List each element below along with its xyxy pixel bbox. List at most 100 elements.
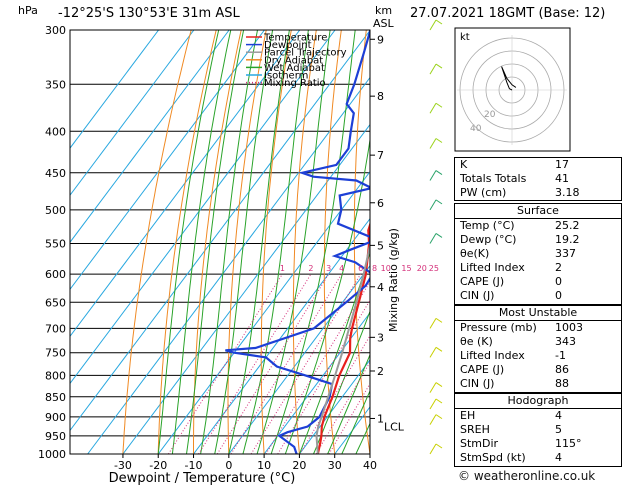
most-unstable-row: Pressure (mb) 1003 bbox=[455, 321, 621, 335]
series-line-parcel-trajectory bbox=[315, 240, 370, 454]
mixing-ratio-line bbox=[230, 273, 343, 454]
km-tick-label: 7 bbox=[377, 149, 384, 162]
pressure-tick-label: 650 bbox=[45, 296, 66, 309]
wind-barb bbox=[429, 318, 437, 329]
surface-label: Lifted Index bbox=[460, 261, 525, 274]
x-axis-title: Dewpoint / Temperature (°C) bbox=[109, 471, 296, 486]
hodograph-value: 4 bbox=[555, 451, 562, 464]
x-tick-label: -10 bbox=[185, 459, 203, 472]
surface-value: 0 bbox=[555, 289, 562, 302]
isotherm-line bbox=[122, 123, 370, 454]
wind-barb bbox=[429, 102, 437, 114]
hodograph-label: StmSpd (kt) bbox=[460, 451, 526, 464]
wet-adiabat-line bbox=[256, 30, 331, 454]
wind-barb bbox=[429, 63, 437, 75]
wind-barb bbox=[429, 170, 437, 181]
most-unstable-row: θe (K) 343 bbox=[455, 335, 621, 349]
km-axis-unit: km bbox=[375, 4, 392, 17]
hodograph-row: StmDir 115° bbox=[455, 437, 621, 451]
pressure-tick-label: 700 bbox=[45, 322, 66, 335]
wind-barb bbox=[429, 347, 437, 358]
isotherm-line bbox=[87, 76, 370, 454]
wind-barb-flag bbox=[435, 443, 443, 449]
mixing-ratio-label: 2 bbox=[308, 264, 313, 273]
wet-adiabat-line bbox=[313, 309, 370, 454]
dry-adiabat-line bbox=[157, 30, 217, 454]
wind-barbs bbox=[429, 19, 443, 455]
pressure-tick-label: 800 bbox=[45, 369, 66, 382]
index-value: 41 bbox=[555, 172, 569, 185]
mixing-ratio-label: 20 bbox=[417, 264, 427, 273]
pressure-tick-label: 950 bbox=[45, 430, 66, 443]
wind-barb-flag bbox=[435, 382, 443, 388]
dry-adiabat-line bbox=[292, 30, 317, 454]
surface-table: Surface Temp (°C) 25.2 Dewp (°C) 19.2 θe(K… bbox=[454, 203, 622, 305]
isotherm-line bbox=[299, 359, 370, 454]
km-tick-label: 5 bbox=[377, 239, 384, 252]
surface-row: CAPE (J) 0 bbox=[455, 275, 621, 289]
x-tick-label: 30 bbox=[328, 459, 342, 472]
wind-barb-flag bbox=[435, 170, 443, 175]
wind-barb-flag bbox=[435, 63, 443, 69]
surface-value: 337 bbox=[555, 247, 576, 260]
plot-frame bbox=[69, 29, 371, 455]
wind-barb bbox=[429, 382, 437, 393]
wind-barb bbox=[429, 199, 437, 211]
wind-barb-flag bbox=[435, 346, 443, 352]
x-tick-label: -30 bbox=[114, 459, 132, 472]
index-table: K 17 Totals Totals 41 PW (cm) 3.18 bbox=[454, 157, 622, 201]
legend-label: Mixing Ratio bbox=[264, 78, 326, 89]
wet-adiabat-line bbox=[171, 30, 232, 454]
mixing-ratio-line bbox=[250, 273, 362, 454]
wind-barb bbox=[429, 398, 437, 410]
wind-barb-flag bbox=[435, 138, 443, 143]
axes: 1 2 3 4 6 8 10 15 20 2530035040045050055060065070… bbox=[38, 24, 439, 472]
isotherm-line bbox=[263, 311, 370, 454]
surface-label: θe(K) bbox=[460, 247, 490, 260]
wet-adiabat-line bbox=[284, 136, 370, 454]
x-tick-label: 10 bbox=[257, 459, 271, 472]
isotherm-line bbox=[70, 30, 370, 432]
most-unstable-label: Pressure (mb) bbox=[460, 321, 537, 334]
surface-value: 19.2 bbox=[555, 233, 580, 246]
most-unstable-value: 86 bbox=[555, 363, 569, 376]
index-label: Totals Totals bbox=[460, 172, 527, 185]
dry-adiabat-line bbox=[323, 30, 342, 454]
mixing-ratio-label: 6 bbox=[358, 264, 363, 273]
index-row: K 17 bbox=[455, 158, 621, 172]
most-unstable-title: Most Unstable bbox=[455, 306, 621, 321]
km-tick-label: 1 bbox=[377, 412, 384, 425]
dry-adiabat-line bbox=[412, 30, 441, 454]
dry-adiabat-line bbox=[122, 30, 192, 454]
surface-value: 2 bbox=[555, 261, 562, 274]
legend-label: Dewpoint bbox=[264, 40, 312, 51]
wind-barb bbox=[429, 233, 437, 244]
wind-barb bbox=[429, 19, 437, 31]
mixing-ratio-line bbox=[265, 280, 370, 454]
hodograph-table: Hodograph EH 4 SREH 5 StmDir 115° StmSpd (k… bbox=[454, 393, 622, 467]
hodograph: kt 20 40 bbox=[454, 27, 571, 152]
index-row: Totals Totals 41 bbox=[455, 172, 621, 186]
legend-label: Isotherm bbox=[264, 71, 308, 82]
mixing-ratio-line bbox=[277, 299, 370, 454]
wet-adiabat-line bbox=[242, 30, 309, 454]
most-unstable-value: 88 bbox=[555, 377, 569, 390]
series-lines bbox=[225, 30, 370, 454]
wet-adiabat-line bbox=[298, 251, 370, 454]
wind-barb-flag bbox=[435, 414, 443, 420]
pressure-tick-label: 500 bbox=[45, 204, 66, 217]
hodograph-trace bbox=[501, 66, 517, 91]
most-unstable-label: θe (K) bbox=[460, 335, 493, 348]
mixing-ratio-label: 10 bbox=[381, 264, 391, 273]
x-tick-label: 40 bbox=[363, 459, 377, 472]
pressure-tick-label: 400 bbox=[45, 125, 66, 138]
hodograph-value: 5 bbox=[555, 423, 562, 436]
pressure-tick-label: 450 bbox=[45, 167, 66, 180]
dry-adiabat-line bbox=[193, 30, 242, 454]
surface-label: Dewp (°C) bbox=[460, 233, 517, 246]
km-tick-label: 8 bbox=[377, 90, 384, 103]
legend-label: Parcel Trajectory bbox=[264, 48, 347, 59]
copyright-link[interactable]: © weatheronline.co.uk bbox=[458, 469, 596, 483]
pressure-tick-label: 900 bbox=[45, 411, 66, 424]
hodograph-value: 115° bbox=[555, 437, 582, 450]
